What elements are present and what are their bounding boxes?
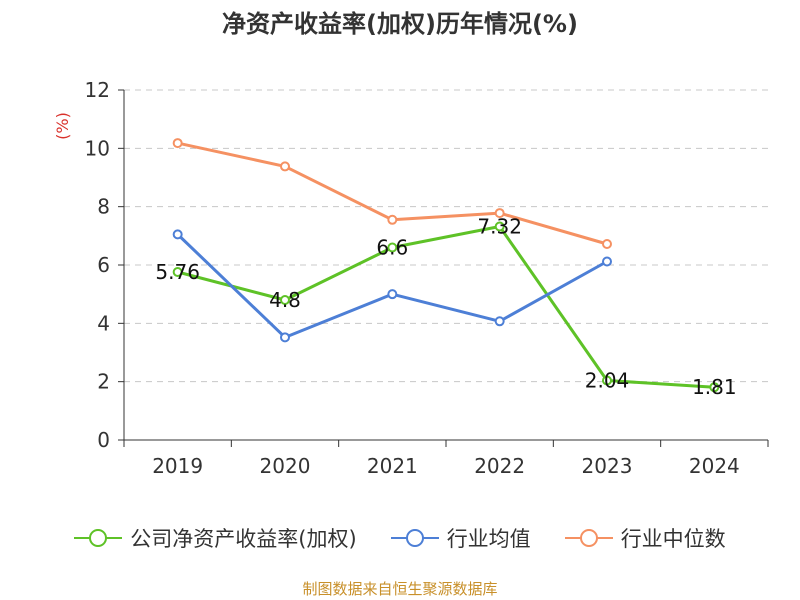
y-axis-title: (%)	[53, 112, 72, 140]
x-tick-label: 2022	[474, 454, 525, 478]
series-point-2	[602, 239, 612, 249]
legend-swatch-industry-mean	[390, 529, 439, 547]
data-label: 4.8	[269, 288, 301, 312]
chart-title: 净资产收益率(加权)历年情况(%)	[222, 10, 578, 38]
x-tick-label: 2020	[260, 454, 311, 478]
series-point-0	[602, 375, 612, 386]
data-label: 7.32	[477, 215, 522, 239]
x-tick-label: 2021	[367, 454, 418, 478]
legend-label-industry-mean: 行业均值	[446, 527, 531, 551]
y-tick-label: 4	[97, 311, 110, 335]
x-tick-label: 2019	[152, 454, 203, 478]
x-tick-label: 2023	[582, 454, 633, 478]
series-point-0	[709, 382, 720, 393]
series-point-0	[494, 221, 505, 232]
legend-label-industry-median: 行业中位数	[620, 527, 726, 551]
data-label: 2.04	[585, 369, 630, 393]
series-point-1	[602, 256, 612, 267]
chart-legend: 公司净资产收益率(加权) 行业均值 行业中位数	[0, 520, 800, 556]
series-point-0	[387, 242, 398, 253]
legend-item-industry-median[interactable]: 行业中位数	[564, 523, 726, 553]
legend-swatch-company-roe	[74, 529, 123, 547]
legend-item-industry-mean[interactable]: 行业均值	[390, 523, 531, 553]
series-point-2	[280, 161, 290, 172]
legend-swatch-industry-median	[564, 529, 613, 547]
series-point-2	[494, 208, 505, 219]
series-line-2	[177, 141, 608, 246]
y-tick-label: 8	[97, 195, 110, 219]
series-point-2	[172, 138, 183, 149]
series-point-0	[172, 267, 183, 277]
series-point-1	[494, 316, 505, 327]
data-label: 1.81	[692, 375, 737, 399]
series-point-1	[172, 229, 183, 240]
legend-item-company-roe[interactable]: 公司净资产收益率(加权)	[74, 523, 357, 553]
y-tick-label: 6	[97, 253, 110, 277]
y-tick-label: 2	[97, 370, 110, 394]
y-tick-label: 12	[85, 78, 110, 102]
series-line-0	[177, 225, 715, 389]
series-point-2	[387, 214, 398, 225]
data-label: 6.6	[376, 236, 408, 260]
x-tick-label: 2024	[689, 454, 740, 478]
series-point-1	[387, 289, 398, 300]
series-point-0	[280, 295, 290, 305]
legend-label-company-roe: 公司净资产收益率(加权)	[130, 527, 357, 551]
series-point-1	[280, 332, 290, 343]
y-tick-label: 0	[97, 428, 110, 452]
y-tick-label: 10	[85, 136, 110, 160]
source-note: 制图数据来自恒生聚源数据库	[302, 580, 498, 598]
data-label: 5.76	[155, 260, 200, 284]
